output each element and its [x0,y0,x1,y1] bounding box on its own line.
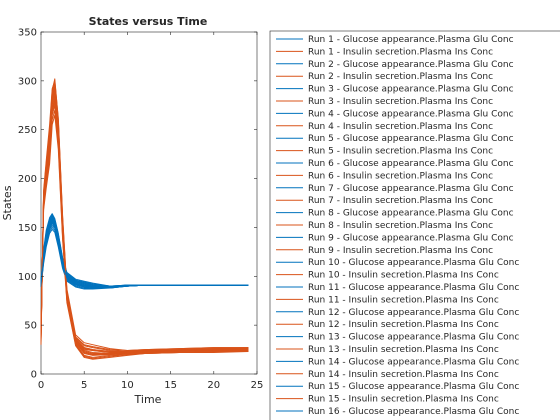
series-line-30 [40,92,249,354]
x-tick-label: 10 [121,380,134,391]
legend-label: Run 4 - Glucose appearance.Plasma Glu Co… [308,109,514,119]
legend-label: Run 6 - Insulin secretion.Plasma Ins Con… [308,171,493,181]
legend-label: Run 5 - Glucose appearance.Plasma Glu Co… [308,134,514,144]
legend-label: Run 1 - Glucose appearance.Plasma Glu Co… [308,35,514,45]
legend-label: Run 3 - Glucose appearance.Plasma Glu Co… [308,85,514,95]
legend: Run 1 - Glucose appearance.Plasma Glu Co… [269,30,560,420]
legend-label: Run 8 - Glucose appearance.Plasma Glu Co… [308,209,514,219]
legend-label: Run 4 - Insulin secretion.Plasma Ins Con… [308,122,493,132]
x-axis-label: Time [134,393,162,406]
legend-label: Run 15 - Glucose appearance.Plasma Glu C… [308,382,519,392]
legend-label: Run 11 - Insulin secretion.Plasma Ins Co… [308,295,499,305]
legend-label: Run 12 - Insulin secretion.Plasma Ins Co… [308,320,499,330]
y-tick-label: 100 [18,272,37,283]
legend-label: Run 10 - Insulin secretion.Plasma Ins Co… [308,271,499,281]
legend-label: Run 2 - Insulin secretion.Plasma Ins Con… [308,72,493,82]
legend-label: Run 1 - Insulin secretion.Plasma Ins Con… [308,47,493,57]
legend-label: Run 3 - Insulin secretion.Plasma Ins Con… [308,97,493,107]
legend-label: Run 8 - Insulin secretion.Plasma Ins Con… [308,221,493,231]
y-tick-label: 50 [24,321,37,332]
y-tick-label: 0 [31,370,37,381]
x-tick-label: 15 [164,380,177,391]
legend-label: Run 13 - Insulin secretion.Plasma Ins Co… [308,345,499,355]
axes-box [40,31,258,375]
y-tick-label: 250 [18,125,37,136]
y-tick-label: 300 [18,76,37,87]
legend-label: Run 11 - Glucose appearance.Plasma Glu C… [308,283,519,293]
legend-label: Run 10 - Glucose appearance.Plasma Glu C… [308,258,519,268]
legend-label: Run 2 - Glucose appearance.Plasma Glu Co… [308,60,514,70]
legend-label: Run 6 - Glucose appearance.Plasma Glu Co… [308,159,514,169]
legend-label: Run 7 - Glucose appearance.Plasma Glu Co… [308,184,514,194]
legend-label: Run 14 - Glucose appearance.Plasma Glu C… [308,357,519,367]
legend-label: Run 12 - Glucose appearance.Plasma Glu C… [308,308,519,318]
legend-label: Run 13 - Glucose appearance.Plasma Glu C… [308,333,519,343]
series-line-31 [40,222,249,288]
legend-box [269,30,560,420]
x-tick-label: 5 [81,380,87,391]
x-tick-label: 25 [251,380,264,391]
legend-label: Run 9 - Insulin secretion.Plasma Ins Con… [308,246,493,256]
legend-label: Run 15 - Insulin secretion.Plasma Ins Co… [308,395,499,405]
y-tick-label: 350 [18,28,37,39]
x-tick-label: 20 [207,380,220,391]
x-tick-label: 0 [38,380,44,391]
legend-label: Run 5 - Insulin secretion.Plasma Ins Con… [308,147,493,157]
legend-label: Run 14 - Insulin secretion.Plasma Ins Co… [308,370,499,380]
series-lines [40,78,249,360]
chart-title: States versus Time [89,15,208,28]
legend-label: Run 16 - Glucose appearance.Plasma Glu C… [308,407,519,417]
y-axis-label: States [1,185,14,220]
y-tick-label: 150 [18,223,37,234]
series-line-14 [40,80,249,351]
y-tick-label: 200 [18,174,37,185]
legend-items: Run 1 - Glucose appearance.Plasma Glu Co… [276,35,519,417]
legend-label: Run 9 - Glucose appearance.Plasma Glu Co… [308,233,514,243]
legend-label: Run 7 - Insulin secretion.Plasma Ins Con… [308,196,493,206]
